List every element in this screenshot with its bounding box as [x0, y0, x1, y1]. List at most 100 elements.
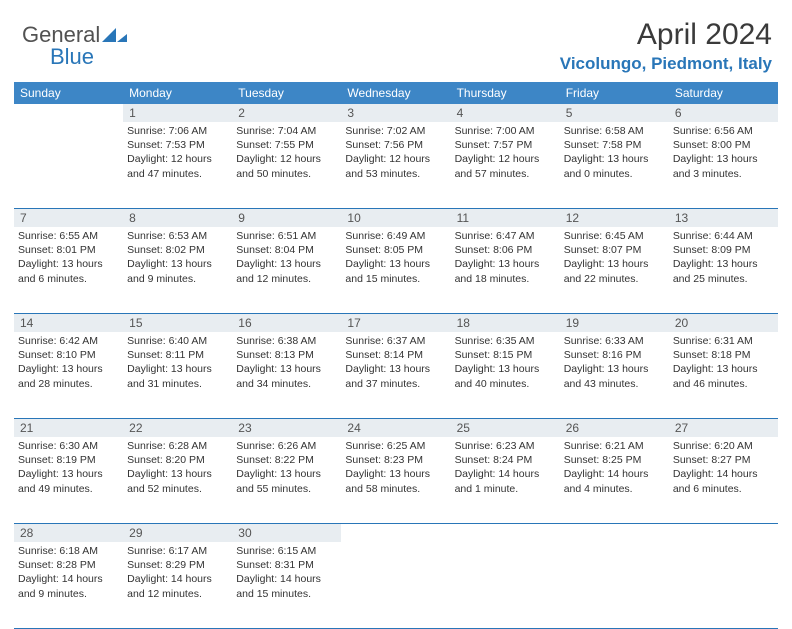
cell-row: Sunrise: 6:30 AMSunset: 8:19 PMDaylight:…: [14, 437, 778, 524]
daylight-text: Daylight: 13 hours and 49 minutes.: [18, 467, 119, 495]
sunset-text: Sunset: 8:20 PM: [127, 453, 228, 467]
calendar-cell: Sunrise: 6:17 AMSunset: 8:29 PMDaylight:…: [123, 542, 232, 628]
logo-text-2: Blue: [50, 44, 94, 69]
daylight-text: Daylight: 13 hours and 40 minutes.: [455, 362, 556, 390]
daylight-text: Daylight: 13 hours and 15 minutes.: [345, 257, 446, 285]
sunset-text: Sunset: 8:29 PM: [127, 558, 228, 572]
calendar-cell: Sunrise: 6:31 AMSunset: 8:18 PMDaylight:…: [669, 332, 778, 418]
day-header-row: Sunday Monday Tuesday Wednesday Thursday…: [14, 82, 778, 104]
day-number: 10: [341, 209, 450, 227]
daynum-row: 21222324252627: [14, 419, 778, 437]
day-header: Thursday: [451, 82, 560, 104]
sunrise-text: Sunrise: 6:28 AM: [127, 439, 228, 453]
sunrise-text: Sunrise: 6:56 AM: [673, 124, 774, 138]
daylight-text: Daylight: 13 hours and 52 minutes.: [127, 467, 228, 495]
daynum-row: 78910111213: [14, 209, 778, 227]
sunset-text: Sunset: 8:31 PM: [236, 558, 337, 572]
sunrise-text: Sunrise: 6:23 AM: [455, 439, 556, 453]
daylight-text: Daylight: 13 hours and 31 minutes.: [127, 362, 228, 390]
day-number: 16: [232, 314, 341, 332]
calendar-cell: [451, 542, 560, 628]
day-number: 24: [341, 419, 450, 437]
day-number: [14, 104, 123, 122]
sunset-text: Sunset: 8:23 PM: [345, 453, 446, 467]
day-number: 30: [232, 524, 341, 542]
day-number: [341, 524, 450, 542]
sunset-text: Sunset: 8:16 PM: [564, 348, 665, 362]
sunset-text: Sunset: 8:10 PM: [18, 348, 119, 362]
header: April 2024 Vicolungo, Piedmont, Italy: [560, 18, 772, 74]
calendar-cell: Sunrise: 6:28 AMSunset: 8:20 PMDaylight:…: [123, 437, 232, 523]
sunrise-text: Sunrise: 6:42 AM: [18, 334, 119, 348]
daynum-row: 123456: [14, 104, 778, 122]
sunrise-text: Sunrise: 7:06 AM: [127, 124, 228, 138]
day-number: 25: [451, 419, 560, 437]
sunset-text: Sunset: 8:13 PM: [236, 348, 337, 362]
daylight-text: Daylight: 12 hours and 57 minutes.: [455, 152, 556, 180]
calendar-cell: [669, 542, 778, 628]
sunrise-text: Sunrise: 7:00 AM: [455, 124, 556, 138]
daylight-text: Daylight: 13 hours and 0 minutes.: [564, 152, 665, 180]
sunset-text: Sunset: 7:56 PM: [345, 138, 446, 152]
daylight-text: Daylight: 13 hours and 22 minutes.: [564, 257, 665, 285]
daylight-text: Daylight: 12 hours and 53 minutes.: [345, 152, 446, 180]
calendar-cell: Sunrise: 6:47 AMSunset: 8:06 PMDaylight:…: [451, 227, 560, 313]
calendar-cell: Sunrise: 7:02 AMSunset: 7:56 PMDaylight:…: [341, 122, 450, 208]
sunrise-text: Sunrise: 6:47 AM: [455, 229, 556, 243]
day-number: [451, 524, 560, 542]
sunrise-text: Sunrise: 6:45 AM: [564, 229, 665, 243]
sunset-text: Sunset: 7:53 PM: [127, 138, 228, 152]
daylight-text: Daylight: 14 hours and 6 minutes.: [673, 467, 774, 495]
day-number: [560, 524, 669, 542]
sunset-text: Sunset: 7:57 PM: [455, 138, 556, 152]
day-number: 8: [123, 209, 232, 227]
calendar-cell: Sunrise: 6:20 AMSunset: 8:27 PMDaylight:…: [669, 437, 778, 523]
sunset-text: Sunset: 8:07 PM: [564, 243, 665, 257]
daylight-text: Daylight: 13 hours and 43 minutes.: [564, 362, 665, 390]
sunset-text: Sunset: 8:18 PM: [673, 348, 774, 362]
day-number: 21: [14, 419, 123, 437]
sunset-text: Sunset: 8:11 PM: [127, 348, 228, 362]
daylight-text: Daylight: 13 hours and 55 minutes.: [236, 467, 337, 495]
day-number: 29: [123, 524, 232, 542]
week-row: 123456 Sunrise: 7:06 AMSunset: 7:53 PM Day…: [14, 104, 778, 209]
daylight-text: Daylight: 13 hours and 28 minutes.: [18, 362, 119, 390]
sunrise-text: Sunrise: 6:55 AM: [18, 229, 119, 243]
sunset-text: Sunset: 8:01 PM: [18, 243, 119, 257]
sunrise-text: Sunrise: 6:40 AM: [127, 334, 228, 348]
sunset-text: Sunset: 8:15 PM: [455, 348, 556, 362]
daylight-text: Daylight: 13 hours and 12 minutes.: [236, 257, 337, 285]
day-number: 27: [669, 419, 778, 437]
day-number: 9: [232, 209, 341, 227]
day-number: 19: [560, 314, 669, 332]
day-number: 3: [341, 104, 450, 122]
daylight-text: Daylight: 13 hours and 9 minutes.: [127, 257, 228, 285]
day-number: 12: [560, 209, 669, 227]
sunrise-text: Sunrise: 6:31 AM: [673, 334, 774, 348]
week-row: 21222324252627Sunrise: 6:30 AMSunset: 8:…: [14, 419, 778, 524]
day-header: Wednesday: [341, 82, 450, 104]
day-number: 26: [560, 419, 669, 437]
sunrise-text: Sunrise: 6:58 AM: [564, 124, 665, 138]
sunrise-text: Sunrise: 6:49 AM: [345, 229, 446, 243]
sunrise-text: Sunrise: 6:53 AM: [127, 229, 228, 243]
sunset-text: Sunset: 8:06 PM: [455, 243, 556, 257]
daylight-text: Daylight: 13 hours and 18 minutes.: [455, 257, 556, 285]
sunrise-text: Sunrise: 6:15 AM: [236, 544, 337, 558]
day-number: 28: [14, 524, 123, 542]
calendar-cell: Sunrise: 7:00 AMSunset: 7:57 PMDaylight:…: [451, 122, 560, 208]
day-number: 15: [123, 314, 232, 332]
day-number: 17: [341, 314, 450, 332]
daylight-text: Daylight: 13 hours and 46 minutes.: [673, 362, 774, 390]
calendar-cell: Sunrise: 7:04 AMSunset: 7:55 PMDaylight:…: [232, 122, 341, 208]
day-number: 1: [123, 104, 232, 122]
sunset-text: Sunset: 7:58 PM: [564, 138, 665, 152]
sunset-text: Sunset: 8:25 PM: [564, 453, 665, 467]
calendar-cell: Sunrise: 6:30 AMSunset: 8:19 PMDaylight:…: [14, 437, 123, 523]
sunrise-text: Sunrise: 6:26 AM: [236, 439, 337, 453]
sunrise-text: Sunrise: 6:21 AM: [564, 439, 665, 453]
sunrise-text: Sunrise: 6:25 AM: [345, 439, 446, 453]
day-number: 20: [669, 314, 778, 332]
calendar-cell: Sunrise: 6:42 AMSunset: 8:10 PMDaylight:…: [14, 332, 123, 418]
sunrise-text: Sunrise: 6:35 AM: [455, 334, 556, 348]
